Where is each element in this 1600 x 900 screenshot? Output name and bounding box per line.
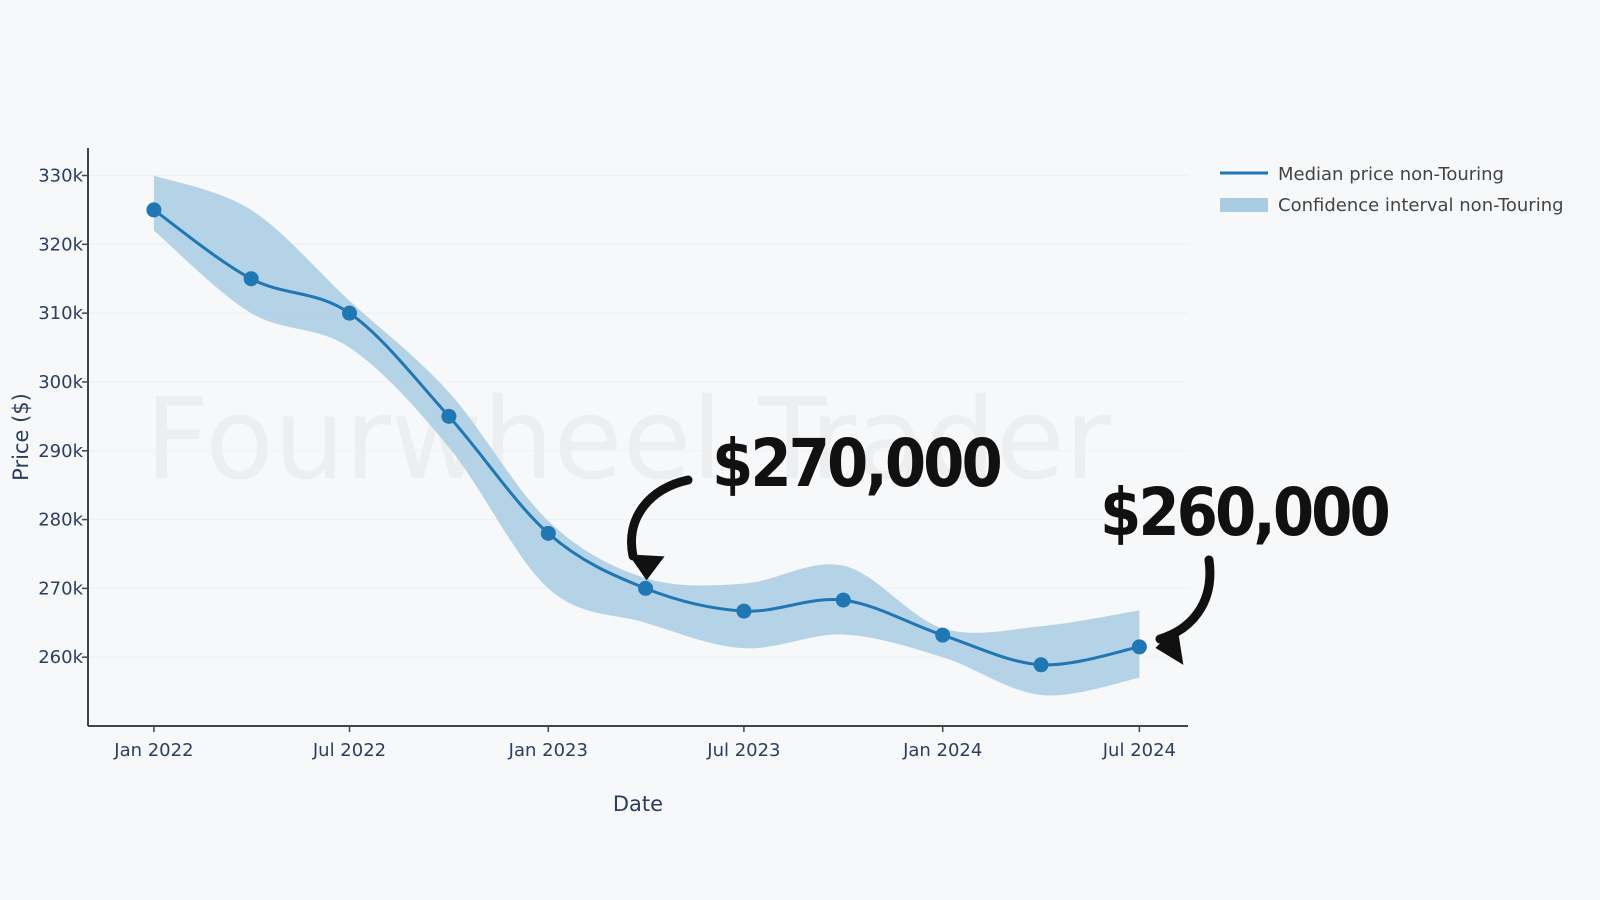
y-tick-label: 270k (38, 578, 83, 599)
median-point (638, 580, 654, 596)
x-tick-label: Jul 2022 (312, 740, 386, 761)
median-point (146, 202, 162, 218)
legend-label-median: Median price non-Touring (1278, 164, 1504, 185)
arrow-260k (1155, 555, 1215, 644)
x-tick-label: Jul 2023 (706, 740, 780, 761)
y-tick-label: 320k (38, 234, 83, 255)
median-point (1131, 639, 1147, 655)
legend-label-confidence: Confidence interval non-Touring (1278, 195, 1564, 216)
arrow-270k (627, 475, 693, 561)
arrowhead-260k (1155, 626, 1184, 665)
median-point (441, 408, 457, 424)
median-point (243, 271, 259, 287)
y-tick-label: 300k (38, 372, 83, 393)
median-point (835, 592, 851, 608)
x-tick-label: Jan 2024 (902, 740, 982, 761)
callout-270k: $270,000 (712, 425, 1000, 502)
y-tick-label: 310k (38, 303, 83, 324)
y-tick-label: 280k (38, 510, 83, 531)
x-tick-label: Jan 2023 (508, 740, 588, 761)
arrowhead-270k (628, 554, 665, 581)
callout-260k: $260,000 (1100, 474, 1388, 551)
x-tick-label: Jan 2022 (113, 740, 193, 761)
median-point (1033, 657, 1049, 673)
median-point (341, 305, 357, 321)
median-point (736, 603, 752, 619)
y-tick-label: 330k (38, 166, 83, 187)
median-point (935, 627, 951, 643)
y-axis-title: Price ($) (9, 393, 33, 481)
x-axis-title: Date (613, 792, 663, 816)
y-tick-label: 290k (38, 441, 83, 462)
x-tick-label: Jul 2024 (1102, 740, 1176, 761)
median-point (540, 525, 556, 541)
legend-band-swatch (1220, 198, 1268, 212)
y-tick-label: 260k (38, 647, 83, 668)
median-line (153, 208, 1140, 667)
